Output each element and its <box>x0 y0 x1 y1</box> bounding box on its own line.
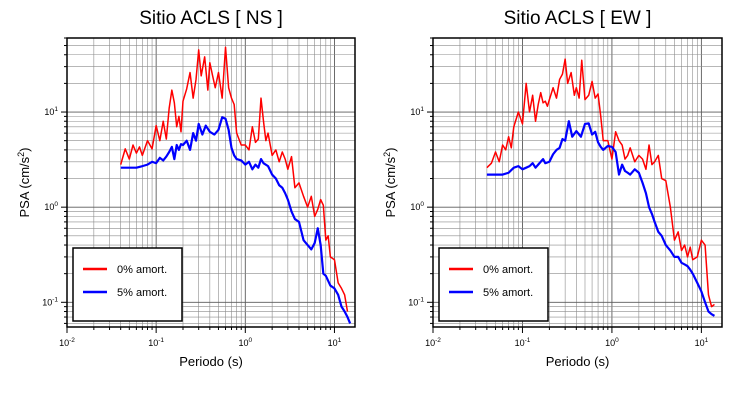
y-tick-label: 101 <box>44 106 58 117</box>
x-tick-label: 10-2 <box>425 337 441 348</box>
chart-title: Sitio ACLS [ NS ] <box>139 8 283 29</box>
y-axis-label: PSA (cm/s2) <box>382 147 398 217</box>
x-axis-label: Periodo (s) <box>179 354 243 369</box>
x-tick-label: 101 <box>695 337 709 348</box>
legend-label: 0% amort. <box>117 264 167 276</box>
chart-panel-ns: 10-2 10-1 100 101 10-1 100 101 Sitio ACLS [ NS … <box>16 8 356 369</box>
y-axis-label: PSA (cm/s2) <box>16 147 32 217</box>
grid <box>66 37 355 327</box>
plot-frame <box>66 37 356 328</box>
legend-label: 0% amort. <box>483 264 533 276</box>
legend-box <box>72 247 183 322</box>
x-axis-label: Periodo (s) <box>546 354 610 369</box>
plot-frame <box>432 37 723 328</box>
chart-title: Sitio ACLS [ EW ] <box>504 8 652 29</box>
x-tick-label: 10-1 <box>148 337 164 348</box>
legend: 0% amort. 5% amort. <box>438 247 549 322</box>
legend-label: 5% amort. <box>483 287 533 299</box>
legend-label: 5% amort. <box>117 287 167 299</box>
series-line-0pct <box>486 58 715 308</box>
legend: 0% amort. 5% amort. <box>72 247 183 322</box>
series-line-5pct <box>486 120 716 317</box>
chart-panel-ew: 10-2 10-1 100 101 10-1 100 101 Sitio ACLS [ EW … <box>382 8 723 369</box>
y-tick-label: 101 <box>410 106 424 117</box>
y-tick-label: 100 <box>44 201 58 212</box>
x-tick-label: 10-1 <box>515 337 531 348</box>
y-tick-label: 100 <box>410 201 424 212</box>
y-tick-label: 10-1 <box>42 296 58 307</box>
x-tick-label: 10-2 <box>59 337 75 348</box>
series-line-0pct <box>119 46 349 312</box>
series-line-5pct <box>120 116 352 324</box>
y-tick-label: 10-1 <box>408 296 424 307</box>
x-tick-label: 100 <box>238 337 252 348</box>
x-tick-label: 100 <box>605 337 619 348</box>
legend-box <box>438 247 549 322</box>
x-tick-label: 101 <box>328 337 342 348</box>
